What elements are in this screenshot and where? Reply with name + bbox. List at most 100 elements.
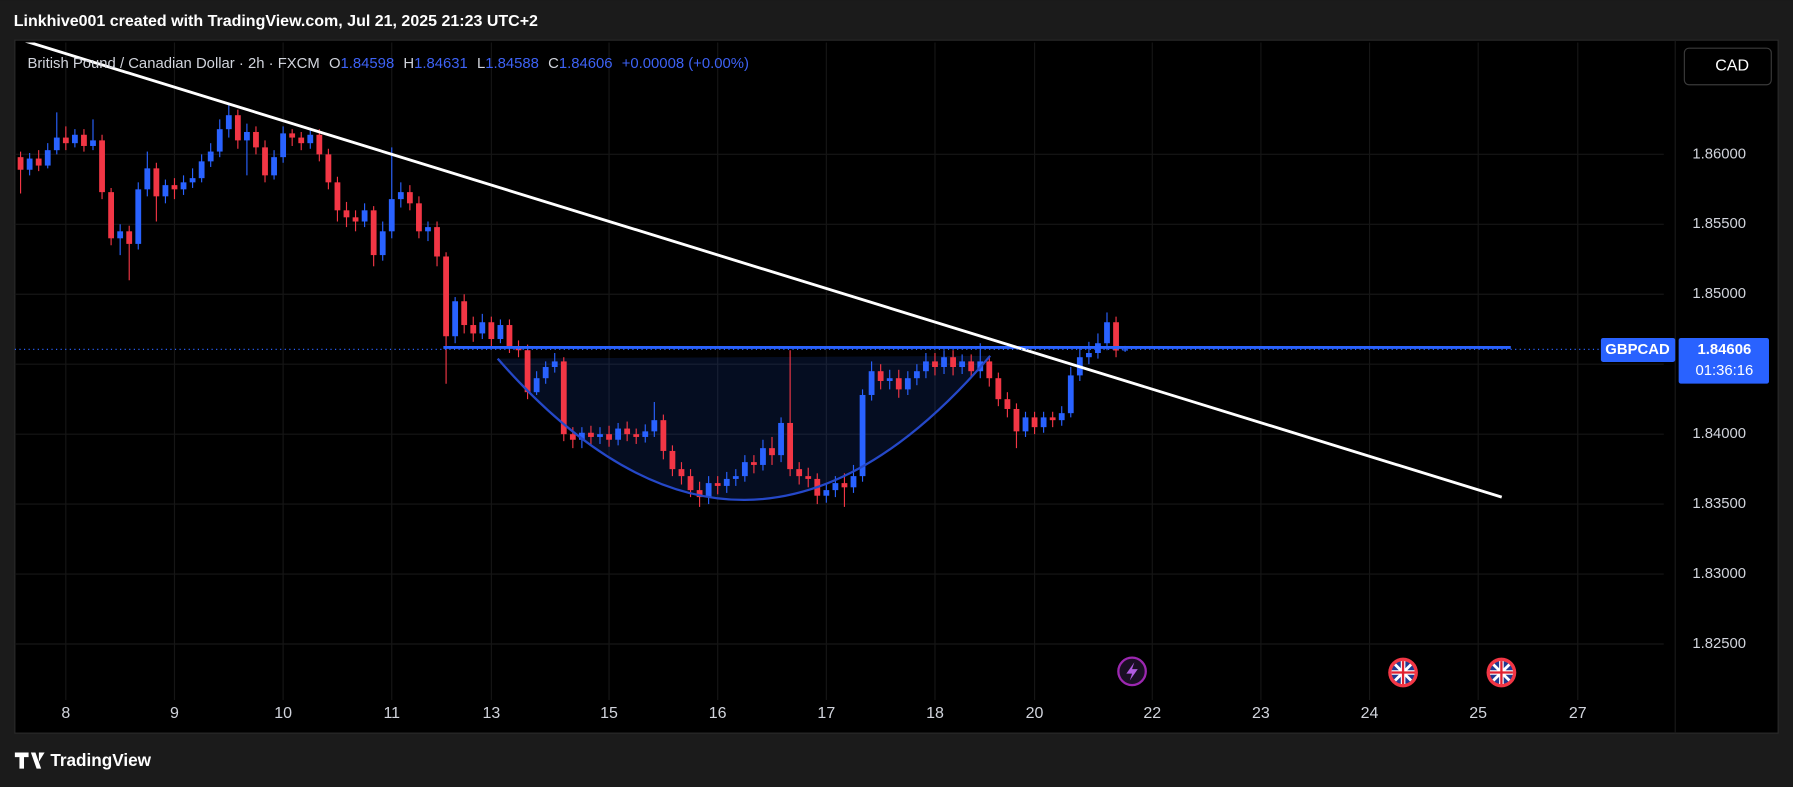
candle-body <box>126 231 133 244</box>
y-tick-label: 1.85500 <box>1692 216 1746 232</box>
ohlc-value: 1.84588 <box>485 56 539 72</box>
candle-body <box>234 115 241 141</box>
candle-body <box>904 378 911 390</box>
candle-body <box>461 301 468 326</box>
uk-flag-icon[interactable] <box>1388 657 1418 688</box>
candle-body <box>578 432 585 440</box>
candle-body <box>823 490 830 496</box>
x-tick-label: 8 <box>61 705 70 722</box>
candle-body <box>280 133 287 158</box>
uk-flag-icon[interactable] <box>1486 657 1517 688</box>
candle-body <box>26 158 33 170</box>
candle-body <box>1013 408 1020 432</box>
candle-body <box>180 182 187 190</box>
candle-body <box>262 147 268 176</box>
candle-body <box>615 428 621 440</box>
candle-body <box>406 192 413 204</box>
x-tick-label: 20 <box>1026 705 1044 722</box>
candle-body <box>361 210 368 222</box>
candle-body <box>207 151 214 162</box>
brand: TradingView <box>50 750 151 770</box>
candle-body <box>117 231 124 239</box>
x-tick-label: 17 <box>817 705 835 722</box>
candle-body <box>624 428 631 435</box>
candle-body <box>388 199 395 232</box>
candle-body <box>162 185 169 197</box>
candle-body <box>524 350 531 393</box>
x-tick-label: 15 <box>600 705 618 722</box>
candle-body <box>506 325 513 347</box>
candle-body <box>678 469 685 477</box>
x-tick-label: 9 <box>170 705 179 722</box>
candle-body <box>497 325 504 340</box>
y-tick-label: 1.84000 <box>1692 426 1746 442</box>
candle-body <box>714 483 721 486</box>
candle-body <box>606 434 612 440</box>
candle-body <box>416 203 422 232</box>
candle-body <box>941 357 947 368</box>
chart-layer: 1.825001.830001.835001.840001.845001.850… <box>14 42 1769 722</box>
candle-body <box>741 462 748 477</box>
candle-body <box>832 483 839 491</box>
candle-body <box>859 394 866 477</box>
candle-body <box>895 378 902 390</box>
candle-body <box>370 210 377 256</box>
candle-body <box>325 154 332 183</box>
candle-body <box>588 432 594 437</box>
candle-body <box>189 178 196 183</box>
candle-body <box>932 361 938 368</box>
currency-button[interactable] <box>1683 47 1772 86</box>
ohlc-label: L <box>477 56 485 72</box>
candle-body <box>841 483 848 488</box>
candle-body <box>950 357 956 368</box>
candle-body <box>35 158 42 166</box>
candle-body <box>696 490 703 498</box>
candle-body <box>198 161 205 179</box>
candle-body <box>53 137 60 151</box>
candle-body <box>470 325 477 334</box>
candle-body <box>533 378 540 393</box>
candle-body <box>597 434 603 437</box>
y-tick-label: 1.82500 <box>1692 636 1746 652</box>
x-tick-label: 11 <box>383 705 400 722</box>
candle-body <box>778 422 784 456</box>
candle-body <box>850 476 857 488</box>
ohlc-label: O <box>329 56 341 72</box>
x-tick-label: 10 <box>274 705 292 722</box>
y-tick-label: 1.86000 <box>1692 146 1746 162</box>
candle-body <box>289 133 296 138</box>
candle-body <box>669 450 676 470</box>
candle-body <box>1022 417 1029 432</box>
x-tick-label: 13 <box>482 705 500 722</box>
candle-body <box>271 157 277 176</box>
candle-body <box>1067 375 1074 414</box>
candle-body <box>1085 353 1092 358</box>
y-tick-label: 1.83500 <box>1692 496 1746 512</box>
candle-body <box>705 483 712 498</box>
candle-body <box>62 137 69 144</box>
candle-body <box>343 210 350 218</box>
ohlc-value: 1.84598 <box>341 56 395 72</box>
candle-body <box>1058 413 1065 421</box>
candle-body <box>443 256 449 337</box>
candle-body <box>787 422 794 470</box>
candle-body <box>225 115 232 130</box>
candle-body <box>90 140 96 146</box>
x-tick-label: 27 <box>1569 705 1587 722</box>
candle-body <box>44 150 51 166</box>
x-tick-label: 25 <box>1469 705 1487 722</box>
candle-body <box>307 134 314 144</box>
candle-body <box>769 448 775 456</box>
x-tick-label: 16 <box>709 705 727 722</box>
candle-body <box>1113 322 1119 351</box>
candle-body <box>1031 417 1038 428</box>
candle-body <box>660 420 667 451</box>
ohlc-value: 1.84631 <box>414 56 468 72</box>
candle-body <box>1049 417 1056 421</box>
candle-body <box>551 361 558 368</box>
brand-logo <box>14 752 45 769</box>
candle-body <box>1004 399 1011 409</box>
currency-button-label[interactable]: CAD <box>1715 58 1749 75</box>
candle-body <box>244 131 250 141</box>
